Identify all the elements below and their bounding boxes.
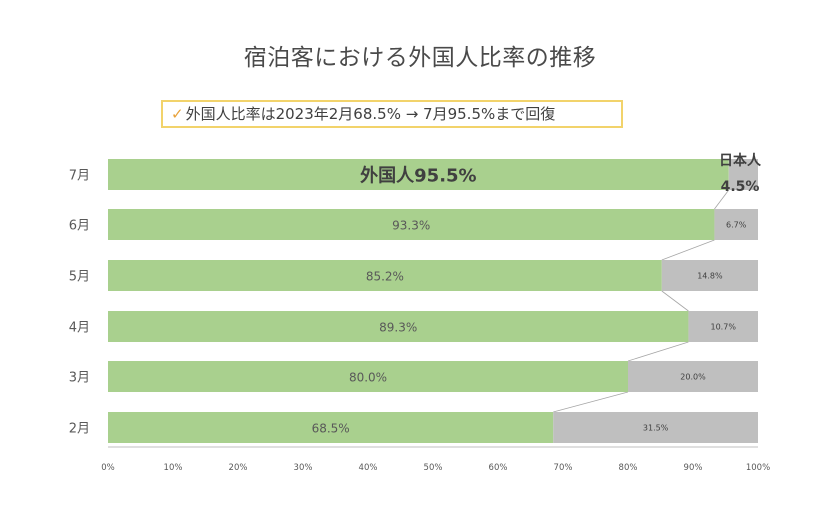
x-tick-label: 0%: [101, 463, 115, 473]
category-label: 2月: [69, 422, 90, 437]
bar-foreign: [108, 361, 628, 392]
bar-japanese: [553, 412, 758, 443]
data-label-japanese: 10.7%: [711, 323, 737, 332]
category-label: 3月: [69, 371, 90, 386]
bar-japanese: [661, 260, 758, 291]
data-label-foreign: 外国人95.5%: [360, 165, 476, 187]
series-connector-line: [553, 391, 629, 413]
data-label-foreign: 80.0%: [349, 371, 387, 385]
callout-text: 外国人比率は2023年2月68.5% → 7月95.5%まで回復: [185, 105, 556, 123]
data-label-japanese: 31.5%: [643, 424, 669, 433]
bar-japanese: [628, 361, 758, 392]
bar-japanese: [714, 209, 758, 240]
chart-title: 宿泊客における外国人比率の推移: [243, 45, 597, 71]
data-label-foreign: 89.3%: [379, 321, 417, 335]
data-label-foreign: 68.5%: [312, 422, 350, 436]
annotation-japanese-title: 日本人: [719, 152, 762, 169]
bar-foreign: [108, 412, 554, 443]
data-label-japanese: 14.8%: [697, 272, 723, 281]
data-label-foreign: 93.3%: [392, 219, 430, 233]
data-label-japanese: 6.7%: [726, 221, 747, 230]
series-connector-line: [661, 290, 689, 312]
category-label: 7月: [69, 169, 90, 184]
bar-japanese: [728, 159, 758, 190]
x-tick-label: 30%: [294, 463, 313, 473]
x-tick-label: 40%: [359, 463, 378, 473]
annotation-japanese-value: 4.5%: [721, 179, 760, 195]
data-label-foreign: 85.2%: [366, 270, 404, 284]
data-label-japanese: 20.0%: [680, 373, 706, 382]
bar-foreign: [108, 311, 689, 342]
x-tick-label: 50%: [424, 463, 443, 473]
x-tick-label: 80%: [619, 463, 638, 473]
series-connector-line: [627, 341, 689, 362]
check-icon: ✓: [171, 105, 184, 123]
x-tick-label: 100%: [746, 463, 770, 473]
x-tick-label: 20%: [229, 463, 248, 473]
bar-japanese: [688, 311, 758, 342]
summary-callout: ✓ 外国人比率は2023年2月68.5% → 7月95.5%まで回復: [161, 100, 623, 128]
series-connector-line: [661, 239, 715, 261]
category-label: 6月: [69, 219, 90, 234]
bar-foreign: [108, 260, 662, 291]
category-label: 4月: [69, 321, 90, 336]
bar-foreign: [108, 209, 715, 240]
x-tick-label: 90%: [684, 463, 703, 473]
x-tick-label: 10%: [164, 463, 183, 473]
x-tick-label: 60%: [489, 463, 508, 473]
category-label: 5月: [69, 270, 90, 285]
series-connector-line: [714, 189, 730, 210]
bar-foreign: [108, 159, 729, 190]
x-tick-label: 70%: [554, 463, 573, 473]
